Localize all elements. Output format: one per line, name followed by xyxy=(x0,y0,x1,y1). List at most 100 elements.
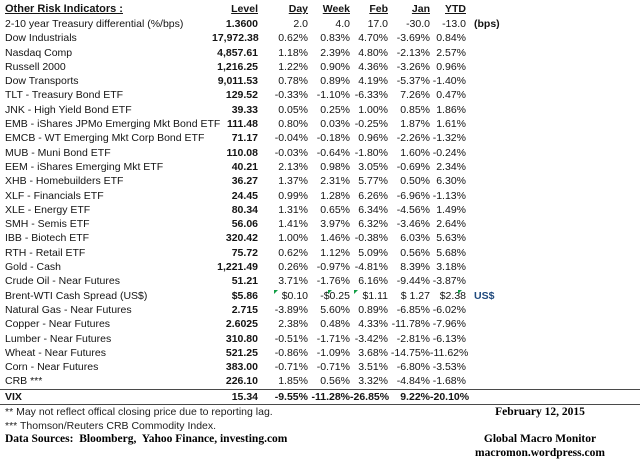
cell-jan: -3.26% xyxy=(396,60,430,73)
cell-extra xyxy=(466,117,640,131)
cell-ytd: -1.68% xyxy=(432,375,466,388)
cell-ytd: 1.86% xyxy=(436,103,466,116)
cell-jan: -2.81% xyxy=(396,332,430,345)
cell-jan: 1.60% xyxy=(400,146,430,159)
table-row: XLF - Financials ETF 24.45 0.99% 1.28% 6.26%… xyxy=(0,189,640,203)
cell-level: 111.48 xyxy=(227,118,258,131)
comment-flag-icon xyxy=(458,289,462,294)
cell-name: XLF - Financials ETF xyxy=(5,189,104,202)
cell-level: 17,972.38 xyxy=(212,32,259,45)
cell-name: Russell 2000 xyxy=(5,60,66,73)
column-header-week: Week xyxy=(322,3,350,15)
cell-jan: 6.03% xyxy=(400,232,430,245)
cell-ytd: 5.63% xyxy=(436,232,466,245)
cell-jan: 1.87% xyxy=(400,118,430,131)
cell-week: -0.71% xyxy=(316,361,350,374)
cell-extra xyxy=(466,231,640,245)
cell-feb: 6.16% xyxy=(358,275,388,288)
cell-day: 1.00% xyxy=(278,232,308,245)
cell-ytd: -7.96% xyxy=(432,318,466,331)
cell-jan: -0.69% xyxy=(396,160,430,173)
cell-name: IBB - Biotech ETF xyxy=(5,232,90,245)
cell-day: -0.71% xyxy=(274,361,308,374)
cell-extra xyxy=(466,60,640,74)
cell-day: 2.13% xyxy=(278,160,308,173)
cell-feb: -4.81% xyxy=(354,261,388,274)
cell-name: Natural Gas - Near Futures xyxy=(5,303,132,316)
cell-level: 1,216.25 xyxy=(217,60,258,73)
table-row: EEM - iShares Emerging Mkt ETF 40.21 2.13%… xyxy=(0,160,640,174)
cell-week: 1.46% xyxy=(320,232,350,245)
cell-name: XLE - Energy ETF xyxy=(5,203,91,216)
cell-week: 5.60% xyxy=(320,303,350,316)
cell-ytd: 2.34% xyxy=(436,160,466,173)
table-row: CRB *** 226.10 1.85% 0.56% 3.32% -4.84% -1.68% xyxy=(0,374,640,389)
cell-ytd: 0.84% xyxy=(436,32,466,45)
cell-level: 521.25 xyxy=(225,346,258,359)
cell-feb: 4.33% xyxy=(358,318,388,331)
cell-jan: -30.0 xyxy=(406,18,430,30)
comment-flag-icon xyxy=(328,289,332,294)
cell-level: 2.6025 xyxy=(225,318,258,331)
cell-ytd: -1.32% xyxy=(432,132,466,145)
cell-name: EMCB - WT Emerging Mkt Corp Bond ETF xyxy=(5,132,205,145)
table-row: Dow Industrials 17,972.38 0.62% 0.83% 4.70% -… xyxy=(0,31,640,45)
cell-jan: -14.75% xyxy=(390,346,430,359)
cell-day: 1.22% xyxy=(278,60,308,73)
cell-extra xyxy=(466,346,640,360)
cell-ytd: -1.13% xyxy=(432,189,466,202)
cell-level: 75.72 xyxy=(231,246,258,259)
cell-feb: -6.33% xyxy=(354,89,388,102)
cell-day: $0.10 xyxy=(258,289,308,303)
cell-name: EMB - iShares JPMo Emerging Mkt Bond ETF xyxy=(5,118,221,131)
cell-week: 3.97% xyxy=(320,218,350,231)
cell-jan: -11.78% xyxy=(391,318,430,331)
cell-ytd: -3.53% xyxy=(432,361,466,374)
cell-name: Dow Industrials xyxy=(5,32,77,45)
cell-name: RTH - Retail ETF xyxy=(5,246,86,259)
cell-week: 0.56% xyxy=(320,375,350,388)
cell-feb: 4.80% xyxy=(358,46,388,59)
table-row: Crude Oil - Near Futures 51.21 3.71% -1.76%… xyxy=(0,274,640,288)
cell-day: 0.62% xyxy=(278,246,308,259)
cell-level: 129.52 xyxy=(225,89,258,102)
report-date: February 12, 2015 xyxy=(495,406,585,418)
cell-week: 0.98% xyxy=(320,160,350,173)
cell-week: -11.28% xyxy=(308,388,350,406)
table-row: Corn - Near Futures 383.00 -0.71% -0.71% 3.5… xyxy=(0,360,640,374)
cell-week: -$0.25 xyxy=(320,289,350,302)
cell-day: 1.41% xyxy=(278,218,308,231)
cell-feb: 3.05% xyxy=(358,160,388,173)
cell-name: Nasdaq Comp xyxy=(5,46,73,59)
cell-extra: (bps) xyxy=(474,18,500,30)
cell-week: 1.28% xyxy=(320,189,350,202)
cell-extra xyxy=(466,46,640,60)
cell-level: 51.21 xyxy=(231,275,258,288)
cell-feb: 6.34% xyxy=(358,203,388,216)
cell-week: -1.09% xyxy=(316,346,350,359)
cell-day: -0.86% xyxy=(274,346,308,359)
cell-week: 2.31% xyxy=(320,175,350,188)
cell-week: -1.71% xyxy=(316,332,350,345)
cell-level: $5.86 xyxy=(231,289,258,302)
table-row: MUB - Muni Bond ETF 110.08 -0.03% -0.64% -1.… xyxy=(0,146,640,160)
cell-name: VIX xyxy=(0,388,212,406)
cell-level: 36.27 xyxy=(231,175,258,188)
cell-feb: 4.19% xyxy=(358,75,388,88)
cell-name: MUB - Muni Bond ETF xyxy=(5,146,111,159)
footnote-reporting-lag: ** May not reflect offical closing price… xyxy=(5,406,273,418)
cell-extra: US$ xyxy=(474,289,495,302)
cell-level: 39.33 xyxy=(231,103,258,116)
cell-jan: -3.46% xyxy=(396,218,430,231)
column-header-level: Level xyxy=(231,3,258,15)
cell-day: 3.71% xyxy=(278,275,308,288)
cell-week: 0.90% xyxy=(320,60,350,73)
table-row: RTH - Retail ETF 75.72 0.62% 1.12% 5.09% 0.56… xyxy=(0,246,640,260)
risk-indicators-table: Other Risk Indicators : Level Day Week F… xyxy=(0,2,640,406)
cell-ytd: -6.02% xyxy=(432,303,466,316)
cell-jan: -6.85% xyxy=(396,303,430,316)
cell-ytd: -0.24% xyxy=(432,146,466,159)
cell-name: Brent-WTI Cash Spread (US$) xyxy=(5,289,148,302)
cell-name: EEM - iShares Emerging Mkt ETF xyxy=(5,160,164,173)
cell-extra xyxy=(466,317,640,331)
